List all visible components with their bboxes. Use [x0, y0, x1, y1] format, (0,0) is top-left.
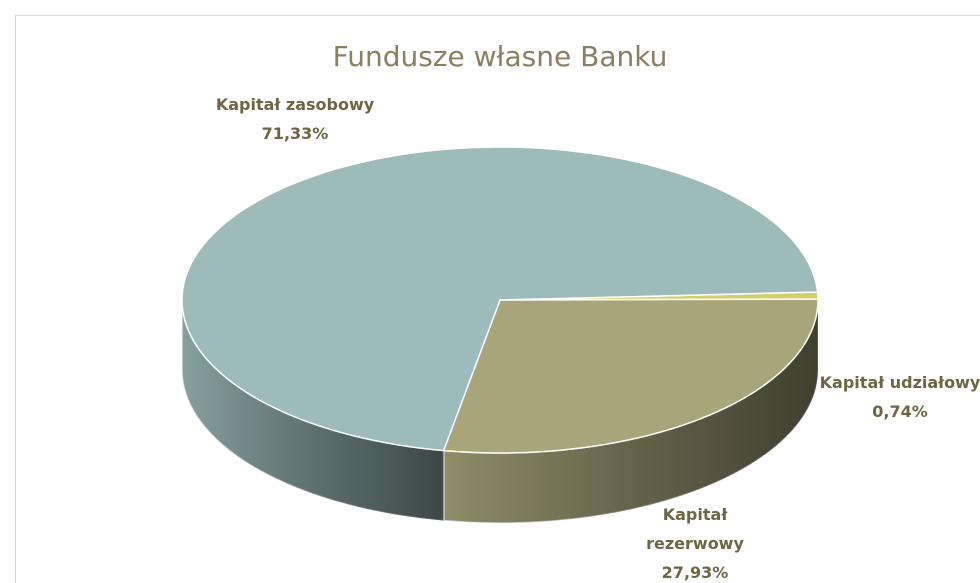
- chart-frame: [15, 15, 980, 583]
- chart-title: Fundusze własne Banku: [332, 40, 668, 73]
- slice-side-shade: [182, 300, 444, 521]
- slice: [181, 146, 819, 452]
- data-label: Kapitał rezerwowy 27,93%: [600, 500, 790, 583]
- data-label-value: 0,74%: [872, 402, 928, 421]
- data-label: Kapitał udziałowy 0,74%: [790, 368, 980, 426]
- data-label-value: 27,93%: [661, 563, 729, 582]
- data-label-value: 71,33%: [261, 124, 329, 143]
- slice-side-shade: [443, 300, 818, 523]
- data-label-name: Kapitał rezerwowy: [646, 505, 744, 553]
- data-label: Kapitał zasobowy 71,33%: [175, 90, 415, 148]
- data-label-name: Kapitał zasobowy: [215, 95, 375, 114]
- slice: [442, 298, 819, 454]
- data-label-name: Kapitał udziałowy: [819, 373, 980, 392]
